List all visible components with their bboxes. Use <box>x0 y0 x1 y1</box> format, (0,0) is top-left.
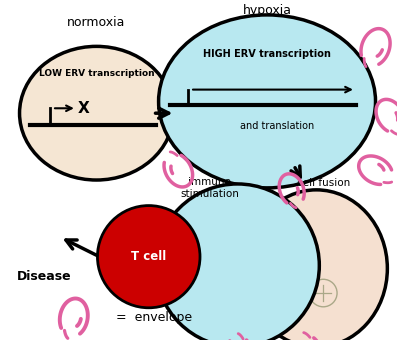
Text: LOW ERV transcription: LOW ERV transcription <box>39 69 154 79</box>
Text: X: X <box>78 101 90 116</box>
Ellipse shape <box>20 46 173 180</box>
Ellipse shape <box>245 190 387 343</box>
Text: HIGH ERV transcription: HIGH ERV transcription <box>203 49 331 59</box>
Text: normoxia: normoxia <box>67 16 126 29</box>
Text: T cell: T cell <box>131 250 166 263</box>
Text: hypoxia: hypoxia <box>242 4 292 17</box>
Circle shape <box>98 205 200 308</box>
Circle shape <box>156 184 319 343</box>
Text: immune
stimulation: immune stimulation <box>180 177 239 199</box>
Ellipse shape <box>158 15 376 188</box>
Text: Disease: Disease <box>17 270 72 283</box>
Text: cell fusion: cell fusion <box>297 178 350 188</box>
Text: and translation: and translation <box>240 121 314 131</box>
Text: =  envelope: = envelope <box>116 311 192 324</box>
